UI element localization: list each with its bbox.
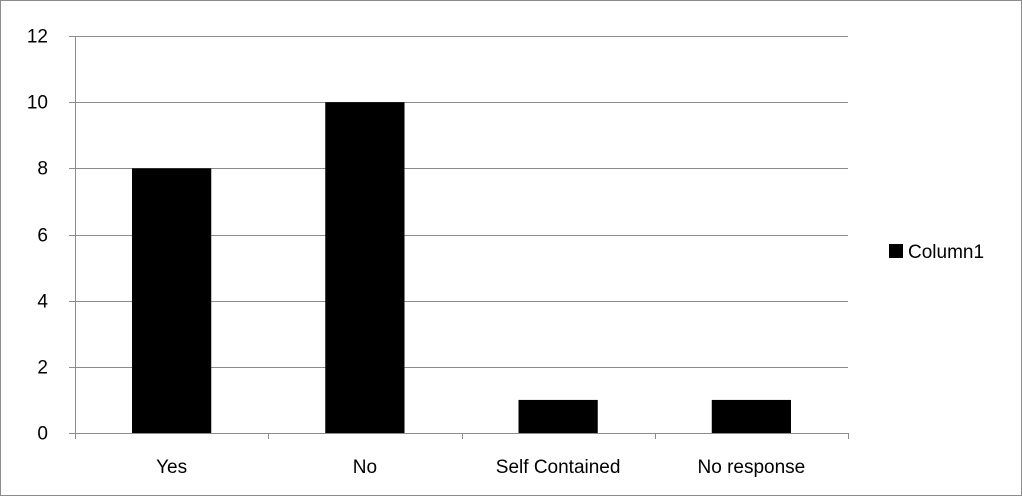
- bar[interactable]: [711, 399, 791, 433]
- y-tick-label: 10: [27, 93, 48, 114]
- x-tick-label: Self Contained: [496, 457, 621, 478]
- y-tick-label: 6: [37, 226, 48, 247]
- y-tick-label: 4: [37, 292, 48, 313]
- legend: Column1: [889, 242, 984, 263]
- legend-swatch: [889, 244, 903, 258]
- x-tick-label: No response: [698, 457, 806, 478]
- bar[interactable]: [132, 168, 212, 434]
- y-tick-label: 2: [37, 358, 48, 379]
- bar[interactable]: [325, 102, 405, 434]
- legend-label: Column1: [908, 242, 984, 263]
- bar[interactable]: [518, 399, 598, 433]
- y-tick-labels: 0 2 4 6 8 10 12: [27, 27, 49, 445]
- y-tick-label: 8: [37, 159, 48, 180]
- y-tick-label: 0: [37, 424, 48, 445]
- x-tick-label: No: [353, 457, 377, 478]
- x-tick-labels: Yes No Self Contained No response: [156, 457, 805, 478]
- y-tick-label: 12: [27, 27, 48, 48]
- x-tick-label: Yes: [156, 457, 187, 478]
- bars: [132, 102, 791, 434]
- axes: [69, 36, 849, 439]
